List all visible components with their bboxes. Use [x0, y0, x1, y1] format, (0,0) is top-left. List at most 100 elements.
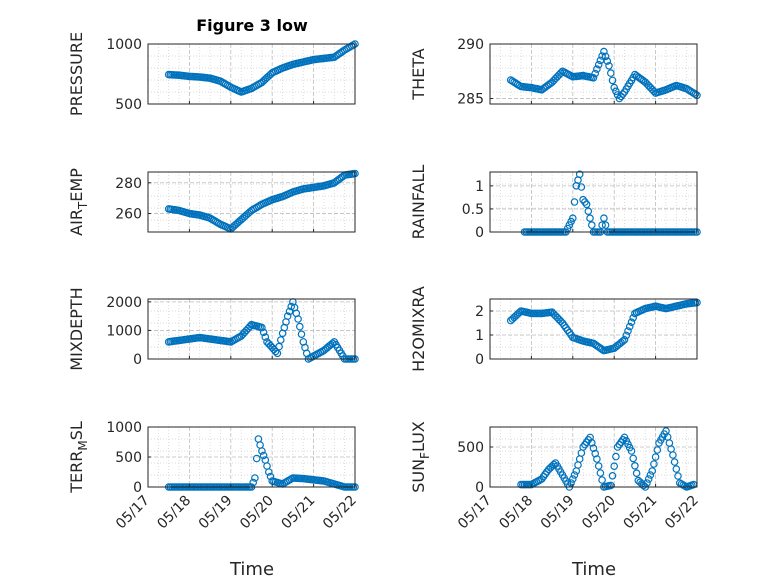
data-point: [589, 74, 598, 82]
series-markers: [164, 298, 359, 363]
data-point: [275, 342, 283, 351]
data-point: [271, 347, 280, 356]
data-point: [632, 469, 641, 478]
data-point: [672, 465, 681, 473]
data-point: [601, 221, 610, 229]
data-point: [577, 183, 586, 191]
data-point: [287, 302, 296, 311]
data-point: [252, 454, 261, 463]
data-point: [259, 328, 268, 337]
data-point: [283, 312, 292, 320]
y-axis-label-part: EMP: [67, 168, 86, 202]
y-axis-label: SUNFLUX: [409, 421, 432, 493]
data-point: [258, 323, 266, 332]
y-axis-label: TERRMSL: [67, 421, 90, 494]
series-markers: [506, 298, 701, 355]
axes-box: [489, 171, 698, 233]
data-point: [646, 471, 655, 479]
subplot-3: 260 280 AIRTEMP: [67, 168, 359, 236]
figure-title: Figure 3 low: [196, 16, 308, 35]
y-axis-label: PRESSURE: [67, 32, 86, 116]
data-point: [627, 318, 636, 327]
data-point: [643, 479, 651, 487]
data-point: [625, 322, 634, 331]
data-point: [600, 214, 608, 223]
data-point: [620, 335, 629, 344]
data-point: [606, 69, 615, 77]
series-markers: [164, 40, 359, 96]
axes-box: [489, 298, 698, 360]
y-tick-label: 0: [133, 480, 142, 496]
data-point: [648, 467, 657, 475]
data-point: [669, 451, 677, 459]
data-point: [624, 327, 632, 335]
data-point: [587, 221, 596, 229]
y-axis-label-part: LUX: [409, 421, 428, 452]
x-axis-label-left: Time: [229, 559, 274, 580]
data-point: [582, 200, 591, 209]
subplot-5: 0 1000 2000 MIXDEPTH: [67, 287, 359, 371]
y-tick-label: 1000: [106, 420, 142, 436]
data-point: [650, 460, 658, 468]
data-point: [567, 479, 575, 487]
y-tick-label: 2000: [106, 295, 142, 311]
data-point: [598, 52, 606, 60]
y-axis-label-subscript: F: [418, 452, 432, 459]
y-tick-label: 0: [475, 352, 484, 368]
y-tick-label: 0: [475, 480, 484, 496]
data-point: [297, 330, 306, 339]
series-markers: [164, 169, 359, 233]
data-point: [651, 453, 660, 461]
data-point: [266, 472, 275, 481]
y-axis-label-part: SL: [67, 421, 86, 440]
data-point: [586, 214, 594, 223]
data-point: [629, 313, 638, 322]
y-tick-label: 1000: [106, 323, 142, 339]
y-tick-label: 285: [457, 92, 484, 108]
data-point: [598, 476, 606, 484]
data-point: [570, 198, 579, 206]
data-point: [273, 349, 282, 358]
y-tick-label: 1: [475, 328, 484, 344]
data-point: [568, 475, 577, 483]
data-point: [584, 207, 593, 216]
axes-box: [147, 43, 356, 105]
y-axis-label-part: SUN: [409, 459, 428, 493]
data-point: [613, 91, 622, 99]
y-tick-label: 500: [115, 450, 142, 466]
y-tick-label: 1: [475, 179, 484, 195]
y-axis-label: THETA: [409, 48, 428, 100]
data-point: [612, 452, 620, 461]
data-point: [258, 447, 266, 455]
data-point: [294, 315, 302, 323]
data-point: [603, 57, 612, 65]
data-point: [596, 469, 605, 477]
data-point: [608, 471, 617, 480]
data-point: [549, 460, 558, 469]
data-point: [618, 90, 627, 99]
data-point: [598, 221, 606, 229]
subplot-4: 0 0.5 1 RAINFALL: [409, 165, 701, 241]
data-point: [644, 475, 653, 483]
data-point: [328, 339, 337, 348]
data-point: [259, 451, 268, 460]
subplot-6: 0 1 2 H2OMIXRA: [409, 286, 701, 372]
data-point: [261, 333, 270, 341]
y-axis-label: H2OMIXRA: [409, 286, 428, 372]
y-tick-label: 0.5: [462, 202, 484, 218]
data-point: [594, 60, 603, 69]
axes-box: [147, 171, 356, 233]
data-point: [610, 83, 619, 92]
x-axis-label-right: Time: [571, 559, 616, 580]
data-point: [593, 65, 601, 73]
y-tick-label: 260: [115, 207, 142, 223]
data-point: [691, 90, 700, 99]
data-point: [629, 454, 638, 463]
data-point: [570, 471, 579, 479]
data-point: [568, 214, 577, 223]
axes-box: [489, 426, 698, 488]
data-point: [251, 474, 259, 482]
y-tick-label: 500: [457, 440, 484, 456]
axes-box: [147, 298, 356, 360]
